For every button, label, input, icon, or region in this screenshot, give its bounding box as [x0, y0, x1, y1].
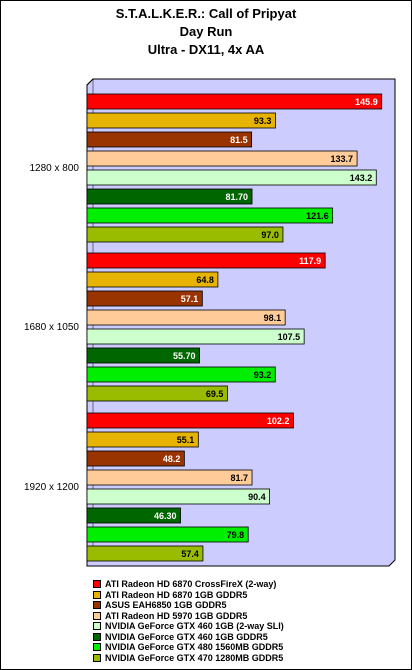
bar-ati-radeon-hd-6870-crossfirex-2-way-1680-x-1050 [86, 252, 326, 269]
chart-title: S.T.A.L.K.E.R.: Call of Pripyat [115, 6, 297, 21]
data-label-ati-radeon-hd-6870-1gb-gddr5-1680-x-1050: 64.8 [196, 275, 214, 285]
data-label-ati-radeon-hd-5970-1gb-gddr5-1680-x-1050: 98.1 [264, 313, 282, 323]
legend-label: NVIDIA GeForce GTX 480 1560MB GDDR5 [105, 642, 284, 653]
legend-swatch [93, 653, 101, 662]
data-label-ati-radeon-hd-6870-crossfirex-2-way-1280-x-800: 145.9 [355, 97, 378, 107]
data-label-nvidia-geforce-gtx-480-1560mb-gddr5-1680-x-1050: 93.2 [254, 370, 272, 380]
category-label-1280-x-800: 1280 x 800 [30, 163, 80, 174]
chart-subtitle-1: Day Run [179, 24, 233, 39]
legend-item-nvidia-geforce-gtx-460-1gb-2-way-sli: NVIDIA GeForce GTX 460 1GB (2-way SLI) [93, 621, 284, 632]
data-label-ati-radeon-hd-6870-crossfirex-2-way-1680-x-1050: 117.9 [299, 256, 321, 266]
bar-nvidia-geforce-gtx-470-1280mb-gddr5-1920-x-1200 [86, 545, 204, 562]
legend-swatch [93, 632, 101, 641]
legend-swatch [93, 590, 101, 599]
legend-label: ATI Radeon HD 6870 CrossFireX (2-way) [105, 579, 277, 590]
legend-swatch [93, 580, 101, 589]
data-label-ati-radeon-hd-6870-crossfirex-2-way-1920-x-1200: 102.2 [267, 416, 290, 426]
data-label-nvidia-geforce-gtx-460-1gb-gddr5-1920-x-1200: 46.30 [154, 511, 177, 521]
bar-asus-eah6850-1gb-gddr5-1920-x-1200 [86, 450, 185, 467]
bar-ati-radeon-hd-6870-crossfirex-2-way-1920-x-1200 [86, 412, 294, 429]
legend-item-nvidia-geforce-gtx-480-1560mb-gddr5: NVIDIA GeForce GTX 480 1560MB GDDR5 [93, 642, 284, 653]
bar-ati-radeon-hd-5970-1gb-gddr5-1920-x-1200 [86, 469, 253, 486]
legend-item-nvidia-geforce-gtx-460-1gb-gddr5: NVIDIA GeForce GTX 460 1GB GDDR5 [93, 632, 284, 643]
legend-label: NVIDIA GeForce GTX 460 1GB GDDR5 [105, 631, 268, 642]
bar-nvidia-geforce-gtx-460-1gb-2-way-sli-1280-x-800 [86, 169, 377, 186]
category-label-1680-x-1050: 1680 x 1050 [24, 322, 79, 333]
bar-nvidia-geforce-gtx-460-1gb-gddr5-1280-x-800 [86, 188, 253, 205]
data-label-ati-radeon-hd-6870-1gb-gddr5-1920-x-1200: 55.1 [177, 435, 195, 445]
legend-label: NVIDIA GeForce GTX 470 1280MB GDDR5 [105, 652, 284, 663]
bar-nvidia-geforce-gtx-460-1gb-2-way-sli-1680-x-1050 [86, 328, 305, 345]
chart-legend: ATI Radeon HD 6870 CrossFireX (2-way) ATI… [93, 579, 284, 663]
bar-nvidia-geforce-gtx-480-1560mb-gddr5-1920-x-1200 [86, 526, 249, 543]
legend-swatch [93, 601, 101, 610]
legend-item-ati-radeon-hd-5970-1gb-gddr5: ATI Radeon HD 5970 1GB GDDR5 [93, 611, 284, 622]
data-label-nvidia-geforce-gtx-460-1gb-gddr5-1280-x-800: 81.70 [226, 192, 249, 202]
bar-ati-radeon-hd-5970-1gb-gddr5-1680-x-1050 [86, 309, 286, 326]
bar-nvidia-geforce-gtx-470-1280mb-gddr5-1680-x-1050 [86, 385, 228, 402]
legend-item-asus-eah6850-1gb-gddr5: ASUS EAH6850 1GB GDDR5 [93, 600, 284, 611]
legend-item-ati-radeon-hd-6870-1gb-gddr5: ATI Radeon HD 6870 1GB GDDR5 [93, 590, 284, 601]
bar-ati-radeon-hd-5970-1gb-gddr5-1280-x-800 [86, 150, 358, 167]
data-label-nvidia-geforce-gtx-470-1280mb-gddr5-1920-x-1200: 57.4 [181, 549, 199, 559]
data-label-nvidia-geforce-gtx-480-1560mb-gddr5-1920-x-1200: 79.8 [227, 530, 245, 540]
data-label-ati-radeon-hd-5970-1gb-gddr5-1280-x-800: 133.7 [331, 154, 354, 164]
bar-asus-eah6850-1gb-gddr5-1280-x-800 [86, 131, 253, 148]
plot-edge [86, 78, 94, 86]
bar-nvidia-geforce-gtx-460-1gb-gddr5-1920-x-1200 [86, 507, 181, 524]
bar-nvidia-geforce-gtx-470-1280mb-gddr5-1280-x-800 [86, 226, 284, 243]
legend-item-ati-radeon-hd-6870-crossfirex-2-way: ATI Radeon HD 6870 CrossFireX (2-way) [93, 579, 284, 590]
legend-label: NVIDIA GeForce GTX 460 1GB (2-way SLI) [105, 621, 284, 632]
bar-ati-radeon-hd-6870-crossfirex-2-way-1280-x-800 [86, 93, 383, 110]
data-label-asus-eah6850-1gb-gddr5-1280-x-800: 81.5 [230, 135, 248, 145]
bar-ati-radeon-hd-6870-1gb-gddr5-1920-x-1200 [86, 431, 199, 448]
data-label-nvidia-geforce-gtx-460-1gb-2-way-sli-1920-x-1200: 90.4 [248, 492, 266, 502]
bar-nvidia-geforce-gtx-480-1560mb-gddr5-1280-x-800 [86, 207, 334, 224]
legend-swatch [93, 643, 101, 652]
data-label-ati-radeon-hd-6870-1gb-gddr5-1280-x-800: 93.3 [254, 116, 272, 126]
data-label-nvidia-geforce-gtx-470-1280mb-gddr5-1280-x-800: 97.0 [261, 230, 279, 240]
legend-swatch [93, 622, 101, 631]
chart-subtitle-2: Ultra - DX11, 4x AA [147, 42, 265, 57]
data-label-ati-radeon-hd-5970-1gb-gddr5-1920-x-1200: 81.7 [231, 473, 249, 483]
bar-asus-eah6850-1gb-gddr5-1680-x-1050 [86, 290, 203, 307]
bar-ati-radeon-hd-6870-1gb-gddr5-1280-x-800 [86, 112, 276, 129]
legend-label: ASUS EAH6850 1GB GDDR5 [105, 600, 227, 611]
legend-label: ATI Radeon HD 6870 1GB GDDR5 [105, 589, 248, 600]
legend-item-nvidia-geforce-gtx-470-1280mb-gddr5: NVIDIA GeForce GTX 470 1280MB GDDR5 [93, 653, 284, 664]
data-label-nvidia-geforce-gtx-460-1gb-2-way-sli-1280-x-800: 143.2 [350, 173, 373, 183]
legend-label: ATI Radeon HD 5970 1GB GDDR5 [105, 610, 248, 621]
bar-ati-radeon-hd-6870-1gb-gddr5-1680-x-1050 [86, 271, 219, 288]
chart-titles: S.T.A.L.K.E.R.: Call of Pripyat Day Run … [1, 5, 411, 59]
category-label-1920-x-1200: 1920 x 1200 [24, 482, 79, 493]
data-label-asus-eah6850-1gb-gddr5-1680-x-1050: 57.1 [181, 294, 199, 304]
bar-nvidia-geforce-gtx-460-1gb-2-way-sli-1920-x-1200 [86, 488, 271, 505]
data-label-asus-eah6850-1gb-gddr5-1920-x-1200: 48.2 [163, 454, 181, 464]
legend-swatch [93, 611, 101, 620]
data-label-nvidia-geforce-gtx-480-1560mb-gddr5-1280-x-800: 121.6 [306, 211, 329, 221]
bar-nvidia-geforce-gtx-460-1gb-gddr5-1680-x-1050 [86, 347, 200, 364]
bar-nvidia-geforce-gtx-480-1560mb-gddr5-1680-x-1050 [86, 366, 276, 383]
data-label-nvidia-geforce-gtx-470-1280mb-gddr5-1680-x-1050: 69.5 [206, 389, 224, 399]
data-label-nvidia-geforce-gtx-460-1gb-gddr5-1680-x-1050: 55.70 [173, 351, 196, 361]
data-label-nvidia-geforce-gtx-460-1gb-2-way-sli-1680-x-1050: 107.5 [278, 332, 301, 342]
